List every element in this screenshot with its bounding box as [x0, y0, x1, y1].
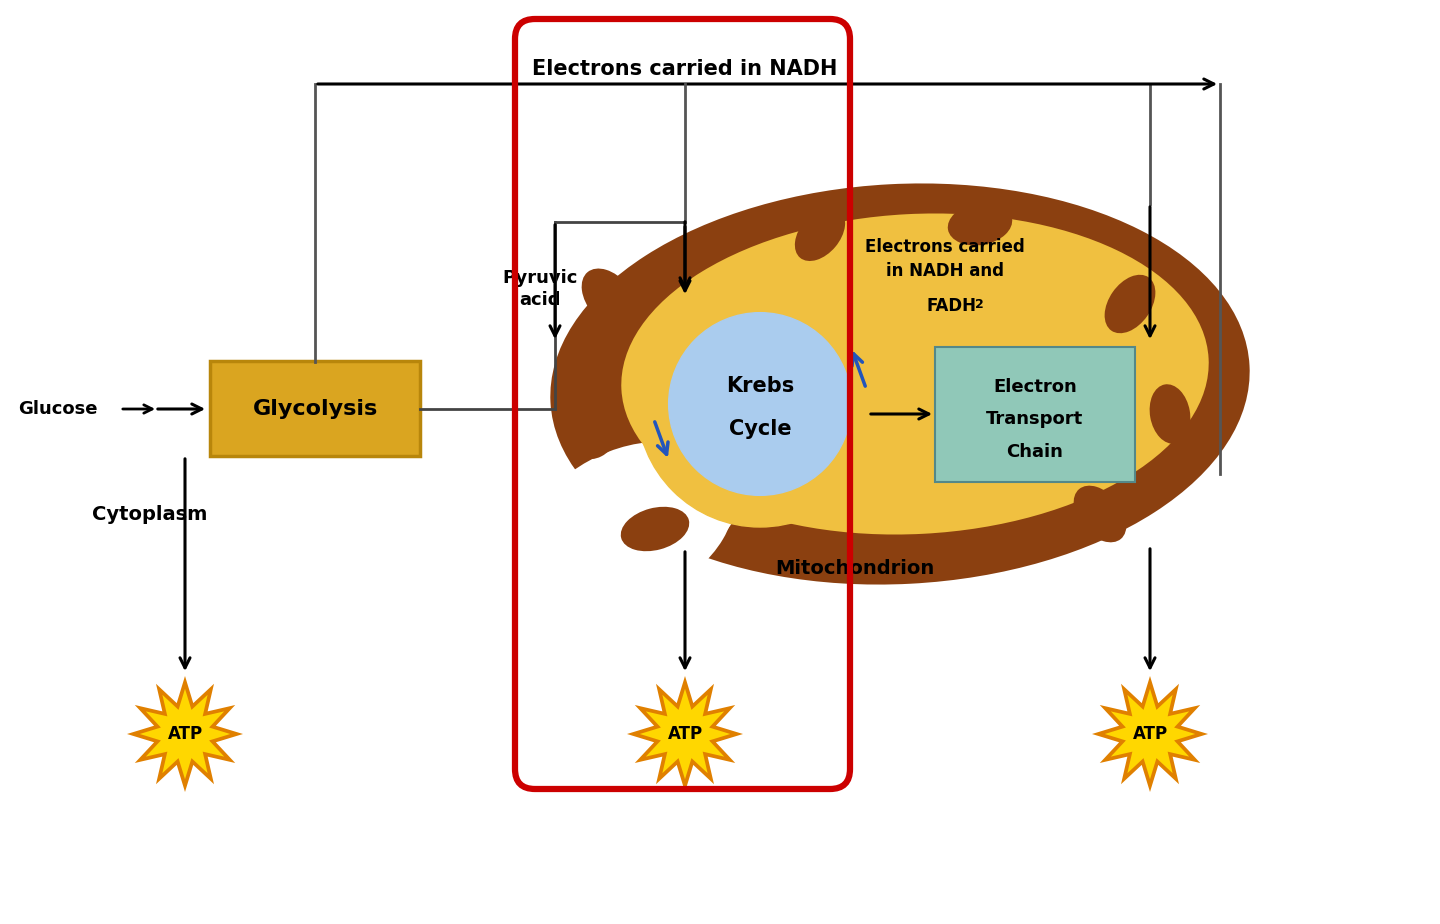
Polygon shape [140, 688, 230, 779]
Text: Pyruvic
acid: Pyruvic acid [503, 269, 577, 310]
Ellipse shape [621, 213, 1208, 534]
Text: Glycolysis: Glycolysis [252, 399, 377, 419]
Ellipse shape [621, 506, 690, 552]
Polygon shape [626, 676, 743, 792]
Ellipse shape [1149, 384, 1191, 444]
Text: Mitochondrion: Mitochondrion [775, 560, 935, 578]
Polygon shape [639, 688, 730, 779]
Text: FADH: FADH [927, 297, 976, 315]
Circle shape [668, 312, 851, 495]
Ellipse shape [795, 207, 845, 261]
Ellipse shape [937, 534, 1002, 574]
Text: ATP: ATP [667, 725, 703, 743]
Ellipse shape [526, 442, 734, 606]
Text: Electron: Electron [994, 378, 1077, 396]
Text: Glucose: Glucose [17, 400, 98, 418]
Ellipse shape [1074, 486, 1126, 542]
Ellipse shape [765, 533, 835, 575]
Text: Cytoplasm: Cytoplasm [92, 505, 207, 524]
Text: ATP: ATP [1132, 725, 1168, 743]
Ellipse shape [1104, 274, 1155, 334]
Text: Krebs: Krebs [726, 376, 793, 396]
Text: 2: 2 [975, 298, 984, 311]
Ellipse shape [550, 184, 1250, 585]
FancyBboxPatch shape [210, 361, 420, 456]
Circle shape [636, 281, 883, 527]
Polygon shape [1092, 676, 1208, 792]
Ellipse shape [579, 444, 742, 574]
Text: Chain: Chain [1007, 443, 1063, 461]
Ellipse shape [576, 399, 625, 459]
Text: Transport: Transport [986, 410, 1084, 428]
Text: Electrons carried in NADH: Electrons carried in NADH [533, 59, 838, 79]
Polygon shape [127, 676, 243, 792]
FancyBboxPatch shape [935, 346, 1135, 481]
Text: Electrons carried
in NADH and: Electrons carried in NADH and [865, 238, 1025, 280]
Polygon shape [1104, 688, 1195, 779]
Text: ATP: ATP [167, 725, 203, 743]
Text: Cycle: Cycle [729, 419, 792, 439]
Ellipse shape [582, 269, 638, 330]
Ellipse shape [948, 202, 1012, 246]
